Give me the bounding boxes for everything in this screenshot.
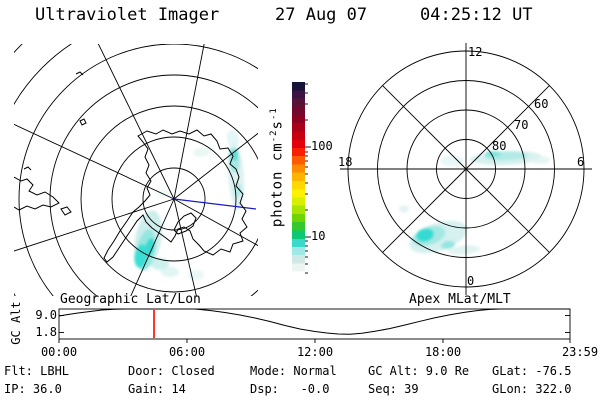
mlt-plot-caption: Apex MLat/MLT [409, 292, 511, 307]
geo-map-canvas [14, 44, 258, 296]
mlat-ring-label-70: 70 [514, 118, 529, 132]
header-date: 27 Aug 07 [275, 5, 368, 25]
unit-exp2: -1 [269, 107, 280, 120]
strip-ytick-9: 9.0 [35, 308, 57, 322]
header-time-ut: 04:25:12 UT [420, 5, 533, 25]
mlat-ring-label-60: 60 [534, 97, 549, 111]
mlt-label-6: 6 [577, 155, 585, 169]
strip-xtick-2359: 23:59 [561, 345, 599, 359]
colorbar-ticks [305, 83, 311, 274]
geo-map-caption: Geographic Lat/Lon [60, 292, 201, 307]
strip-xtick-0000: 00:00 [40, 345, 78, 359]
status-mode: Mode: Normal [250, 364, 337, 378]
mlt-label-18: 18 [338, 155, 353, 169]
strip-xtick-1200: 12:00 [296, 345, 334, 359]
status-flt: Flt: LBHL [4, 364, 70, 378]
status-glon: GLon: 322.0 [492, 382, 572, 396]
strip-ytick-1-8: 1.8 [35, 325, 57, 339]
mlt-label-12: 12 [468, 45, 483, 59]
unit-part1: photon cm [270, 142, 287, 228]
status-gain: Gain: 14 [128, 382, 186, 396]
status-gcalt: GC Alt: 9.0 Re [368, 364, 470, 378]
mlt-plot-canvas [340, 43, 592, 295]
unit-part2: s [270, 120, 287, 130]
colorbar-unit-label: photon cm-2s-1 [255, 101, 286, 271]
mlt-label-0: 0 [467, 274, 475, 288]
strip-xtick-0600: 06:00 [168, 345, 206, 359]
gc-alt-strip-chart [58, 308, 571, 343]
mlat-mlt-grid [340, 43, 592, 295]
status-ip: IP: 36.0 [4, 382, 62, 396]
status-glat: GLat: -76.5 [492, 364, 572, 378]
colorbar-gradient [292, 82, 305, 280]
geo-lat-lon-grid [14, 44, 258, 296]
colorbar-tick-label-100: 100 [311, 139, 333, 153]
unit-exp1: -2 [269, 129, 280, 143]
colorbar-tick-label-10: 10 [311, 229, 326, 243]
mlat-ring-label-80: 80 [492, 139, 507, 153]
mlt-aurora-emissions [399, 150, 550, 255]
app-title: Ultraviolet Imager [35, 5, 220, 25]
antarctica-coastline [14, 71, 248, 263]
status-door: Door: Closed [128, 364, 215, 378]
strip-xtick-1800: 18:00 [424, 345, 462, 359]
status-seq: Seq: 39 [368, 382, 419, 396]
status-dsp: Dsp: -0.0 [250, 382, 330, 396]
strip-ylabel: GC Alt [9, 301, 23, 345]
